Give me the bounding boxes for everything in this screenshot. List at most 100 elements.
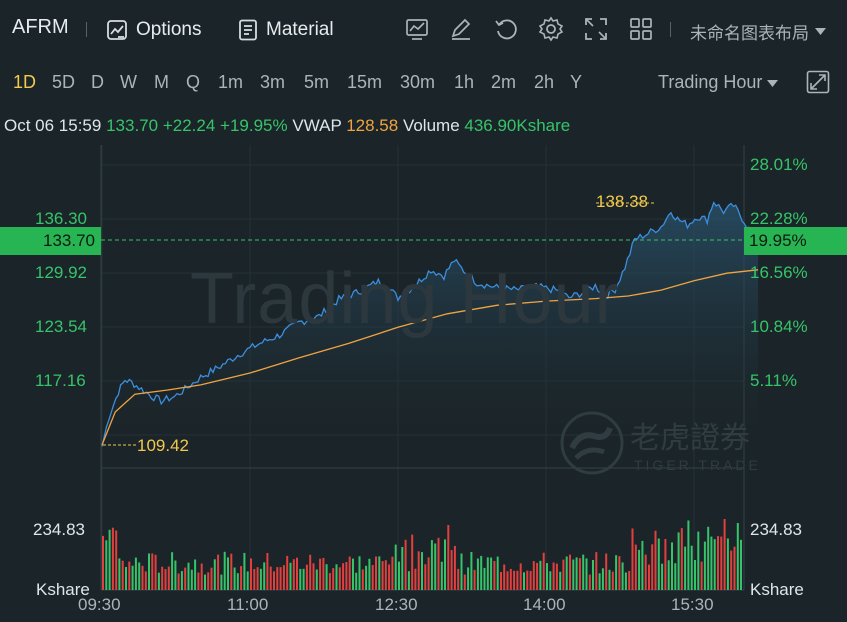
volume-tick: 234.83 <box>33 520 85 539</box>
volume-bar <box>638 549 641 590</box>
volume-bar <box>667 560 670 590</box>
volume-bar <box>125 567 127 590</box>
volume-bar <box>450 550 453 590</box>
volume-bar <box>447 525 450 590</box>
volume-bar <box>440 561 443 590</box>
volume-bar <box>480 555 483 590</box>
volume-bar <box>490 557 493 590</box>
volume-value: 436.90Kshare <box>464 116 571 135</box>
timeframe-m[interactable]: M <box>154 72 169 92</box>
volume-bar <box>213 559 216 590</box>
timeframe-3m[interactable]: 3m <box>260 72 286 92</box>
timeframe-2m[interactable]: 2m <box>491 72 517 92</box>
volume-bar <box>302 568 305 590</box>
volume-bar <box>194 559 197 590</box>
volume-bar <box>378 556 381 590</box>
material-button[interactable]: Material <box>238 14 334 46</box>
volume-bar <box>529 571 532 590</box>
volume-bar <box>358 556 361 590</box>
volume-bar <box>266 553 269 590</box>
divider <box>86 22 87 37</box>
price-tick: 123.54 <box>35 317 87 336</box>
volume-bar <box>532 561 535 590</box>
indicator-icon[interactable] <box>404 16 430 42</box>
timeframe-15m[interactable]: 15m <box>347 72 383 92</box>
volume-bar <box>473 569 476 590</box>
top-toolbar: AFRM Options Material <box>0 0 847 60</box>
timeframe-y[interactable]: Y <box>570 72 583 92</box>
volume-bar <box>161 566 164 590</box>
volume-bar <box>148 553 150 590</box>
timeframe-1d[interactable]: 1D <box>13 72 37 92</box>
volume-bar <box>263 562 266 590</box>
volume-bar <box>677 532 680 590</box>
expand-chart-icon[interactable] <box>806 70 830 94</box>
volume-bar <box>230 553 233 590</box>
timeframe-1h[interactable]: 1h <box>454 72 475 92</box>
volume-bar <box>453 545 456 590</box>
volume-bar <box>654 530 657 590</box>
volume-bar <box>493 561 496 590</box>
session-dropdown[interactable]: Trading Hour <box>658 72 779 93</box>
volume-bar <box>634 544 637 590</box>
timeframe-w[interactable]: W <box>120 72 137 92</box>
volume-bar <box>250 558 252 590</box>
volume-bar <box>134 557 137 590</box>
timeframe-d[interactable]: D <box>91 72 104 92</box>
timeframe-5m[interactable]: 5m <box>304 72 330 92</box>
volume-bar <box>335 564 338 590</box>
pct-tick: 22.28% <box>750 209 808 228</box>
quote-datetime: Oct 06 15:59 <box>4 116 102 135</box>
volume-unit: Kshare <box>36 580 90 599</box>
volume-bar <box>720 536 723 590</box>
volume-bar <box>207 572 210 590</box>
timeframe-q[interactable]: Q <box>186 72 201 92</box>
timeframe-2h[interactable]: 2h <box>534 72 555 92</box>
volume-bar <box>111 527 114 590</box>
settings-gear-icon[interactable] <box>538 16 564 42</box>
volume-bar <box>398 561 400 590</box>
volume-bar <box>325 564 328 590</box>
ticker-symbol[interactable]: AFRM <box>12 16 69 38</box>
layout-grid-icon[interactable] <box>628 16 654 42</box>
volume-bars <box>102 519 742 590</box>
volume-bar <box>404 539 407 590</box>
volume-bar <box>118 558 121 590</box>
volume-bar <box>509 568 512 590</box>
volume-bar <box>289 562 292 590</box>
volume-bar <box>463 574 466 590</box>
volume-bar <box>371 565 374 590</box>
volume-bar <box>368 558 371 590</box>
volume-bar <box>164 569 167 590</box>
volume-bar <box>131 565 134 590</box>
volume-bar <box>361 569 364 590</box>
layout-selector[interactable]: 未命名图表布局 <box>690 19 826 44</box>
volume-bar <box>177 573 180 590</box>
volume-bar <box>526 570 529 590</box>
options-button[interactable]: Options <box>106 14 201 46</box>
volume-bar <box>345 562 348 590</box>
volume-bar <box>394 544 397 590</box>
volume-bar <box>680 528 683 590</box>
timeframe-5d[interactable]: 5D <box>52 72 76 92</box>
volume-bar <box>243 552 246 590</box>
volume-bar <box>411 534 414 590</box>
time-tick: 11:00 <box>227 595 269 614</box>
volume-bar <box>365 565 368 590</box>
options-label: Options <box>136 19 202 40</box>
reset-icon[interactable] <box>493 16 519 42</box>
high-label: 138.38 <box>596 192 648 211</box>
volume-bar <box>460 553 463 590</box>
volume-bar <box>105 540 108 590</box>
volume-bar <box>407 571 410 590</box>
volume-bar <box>434 543 437 590</box>
fullscreen-icon[interactable] <box>583 16 609 42</box>
timeframe-1m[interactable]: 1m <box>218 72 244 92</box>
timeframe-30m[interactable]: 30m <box>400 72 436 92</box>
volume-bar <box>595 552 598 590</box>
draw-pen-icon[interactable] <box>448 16 474 42</box>
volume-bar <box>138 562 141 590</box>
current-price-tag: 133.70 <box>0 227 101 255</box>
volume-bar <box>674 563 677 590</box>
